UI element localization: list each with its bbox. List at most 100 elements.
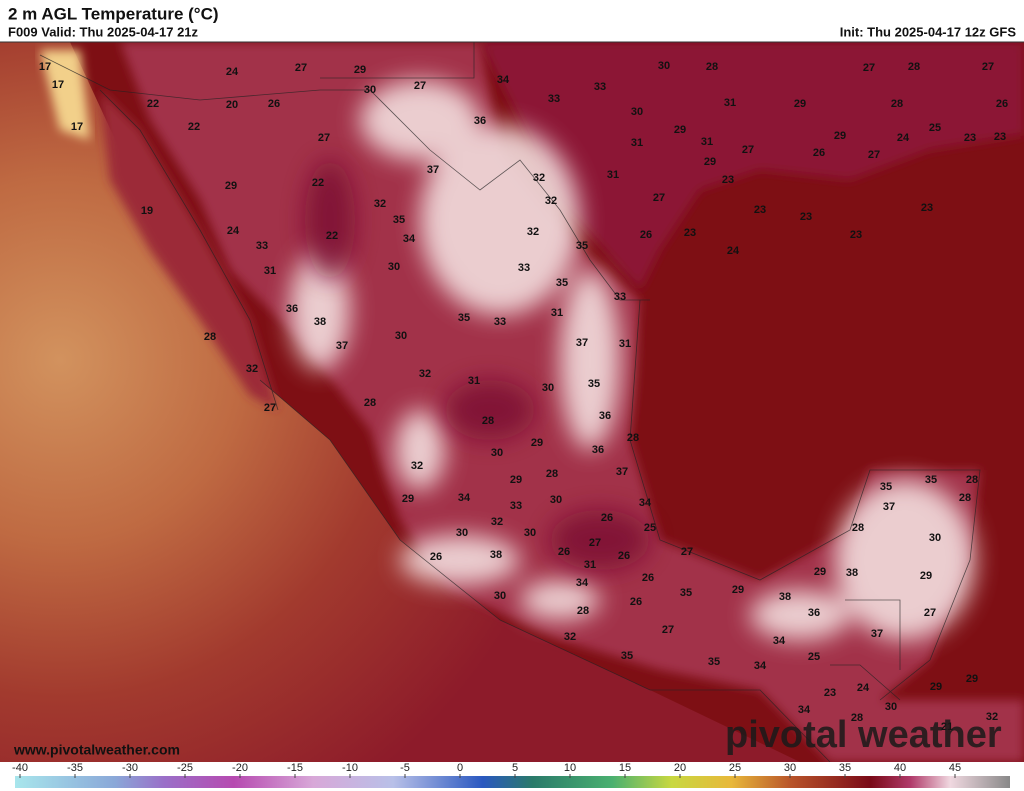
- temperature-label: 30: [885, 701, 897, 713]
- temperature-label: 23: [684, 227, 696, 239]
- temperature-label: 29: [930, 681, 942, 693]
- temperature-label: 28: [851, 712, 863, 724]
- temperature-label: 36: [474, 115, 486, 127]
- temperature-label: 37: [616, 466, 628, 478]
- temperature-label: 35: [880, 481, 892, 493]
- temperature-label: 29: [354, 64, 366, 76]
- colorbar-tick-label: -20: [232, 762, 248, 774]
- temperature-label: 36: [592, 444, 604, 456]
- temperature-label: 25: [644, 522, 656, 534]
- temperature-label: 28: [482, 415, 494, 427]
- temperature-label: 26: [430, 551, 442, 563]
- temperature-label: 23: [824, 687, 836, 699]
- temperature-label: 20: [226, 99, 238, 111]
- temperature-label: 28: [546, 468, 558, 480]
- temperature-label: 28: [891, 98, 903, 110]
- colorbar-tick-label: -40: [12, 762, 28, 774]
- colorbar-tick-label: 20: [674, 762, 686, 774]
- init-time: Init: Thu 2025-04-17 12z GFS: [840, 24, 1017, 39]
- temperature-label: 26: [630, 596, 642, 608]
- temperature-label: 30: [631, 106, 643, 118]
- temperature-label: 34: [458, 492, 471, 504]
- temperature-label: 23: [754, 204, 766, 216]
- temperature-label: 29: [402, 493, 414, 505]
- temperature-label: 27: [868, 149, 880, 161]
- temperature-label: 33: [614, 291, 626, 303]
- temperature-label: 30: [929, 532, 941, 544]
- temperature-label: 24: [897, 132, 910, 144]
- temperature-label: 27: [863, 62, 875, 74]
- colorbar-tick-label: 40: [894, 762, 906, 774]
- temperature-label: 38: [779, 591, 791, 603]
- temperature-label: 33: [548, 93, 560, 105]
- temperature-label: 17: [71, 121, 83, 133]
- temperature-label: 34: [403, 233, 416, 245]
- temperature-label: 33: [518, 262, 530, 274]
- colorbar-tick-label: 10: [564, 762, 576, 774]
- temperature-label: 28: [627, 432, 639, 444]
- temperature-label: 31: [607, 169, 619, 181]
- temperature-label: 27: [924, 607, 936, 619]
- temperature-label: 37: [427, 164, 439, 176]
- temperature-label: 32: [246, 363, 258, 375]
- temperature-label: 35: [621, 650, 633, 662]
- colorbar-tick-label: 5: [512, 762, 518, 774]
- temperature-label: 36: [599, 410, 611, 422]
- temperature-label: 30: [542, 382, 554, 394]
- colorbar-tick-label: 15: [619, 762, 631, 774]
- temperature-label: 29: [814, 566, 826, 578]
- temperature-label: 32: [411, 460, 423, 472]
- colorbar-tick-label: 45: [949, 762, 961, 774]
- temperature-label: 32: [491, 516, 503, 528]
- watermark: pivotal weather: [725, 714, 1002, 756]
- valid-time: F009 Valid: Thu 2025-04-17 21z: [8, 24, 199, 39]
- temperature-label: 38: [490, 549, 502, 561]
- temperature-label: 28: [204, 331, 216, 343]
- map-field: [0, 42, 1024, 762]
- temperature-label: 31: [701, 136, 713, 148]
- temperature-label: 27: [982, 61, 994, 73]
- temperature-label: 35: [588, 378, 600, 390]
- temperature-label: 31: [264, 265, 276, 277]
- temperature-label: 26: [640, 229, 652, 241]
- temperature-label: 37: [576, 337, 588, 349]
- temperature-label: 38: [846, 567, 858, 579]
- temperature-label: 32: [986, 711, 998, 723]
- temperature-label: 29: [704, 156, 716, 168]
- temperature-label: 35: [680, 587, 692, 599]
- temperature-label: 27: [295, 62, 307, 74]
- temperature-label: 30: [494, 590, 506, 602]
- temperature-label: 28: [966, 474, 978, 486]
- colorbar-tick-label: 30: [784, 762, 796, 774]
- colorbar-tick-label: -35: [67, 762, 83, 774]
- website: www.pivotalweather.com: [13, 742, 180, 758]
- temperature-label: 32: [545, 195, 557, 207]
- map-title: 2 m AGL Temperature (°C): [8, 4, 219, 23]
- temperature-label: 28: [852, 522, 864, 534]
- temperature-label: 17: [52, 79, 64, 91]
- temperature-label: 33: [256, 240, 268, 252]
- temperature-label: 24: [226, 66, 239, 78]
- temperature-label: 32: [374, 198, 386, 210]
- temperature-label: 34: [639, 497, 652, 509]
- temperature-label: 26: [268, 98, 280, 110]
- temperature-label: 30: [395, 330, 407, 342]
- temperature-label: 22: [326, 230, 338, 242]
- temperature-label: 23: [921, 202, 933, 214]
- colorbar-tick-label: 35: [839, 762, 851, 774]
- temperature-label: 27: [662, 624, 674, 636]
- temperature-label: 35: [708, 656, 720, 668]
- temperature-label: 29: [531, 437, 543, 449]
- colorbar-tick-label: -5: [400, 762, 410, 774]
- temperature-label: 27: [318, 132, 330, 144]
- temperature-label: 34: [754, 660, 767, 672]
- temperature-label: 31: [584, 559, 596, 571]
- temperature-label: 27: [414, 80, 426, 92]
- colorbar-tick-label: -25: [177, 762, 193, 774]
- temperature-label: 37: [883, 501, 895, 513]
- temperature-label: 28: [908, 61, 920, 73]
- temperature-label: 29: [794, 98, 806, 110]
- temperature-label: 26: [558, 546, 570, 558]
- temperature-label: 22: [312, 177, 324, 189]
